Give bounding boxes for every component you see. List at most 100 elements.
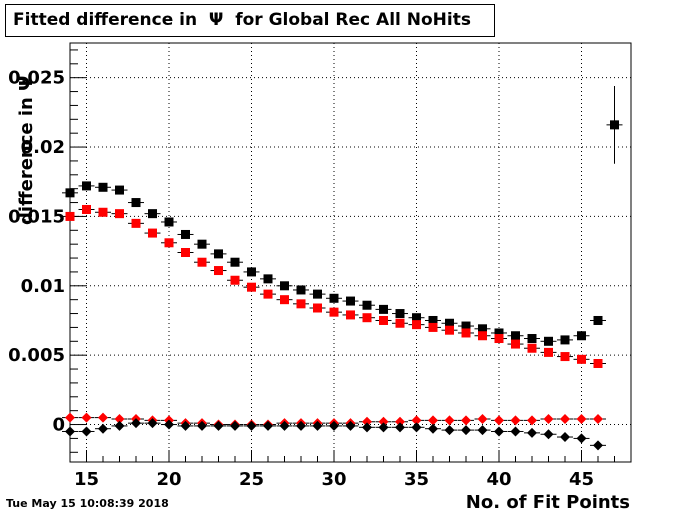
x-tick-label: 45 — [569, 469, 594, 490]
data-point-diamond — [510, 415, 521, 426]
data-point-square — [494, 328, 504, 338]
data-point-diamond — [65, 412, 75, 423]
data-point-square — [115, 185, 124, 195]
data-point-diamond — [395, 422, 405, 433]
data-point-diamond — [246, 420, 257, 431]
data-point-diamond — [164, 419, 174, 430]
data-point-square — [230, 257, 240, 267]
data-point-square — [263, 274, 273, 284]
y-tick-label: 0.015 — [8, 206, 65, 227]
plot-frame — [69, 42, 632, 463]
data-point-diamond — [65, 426, 75, 437]
data-point-square — [362, 313, 372, 323]
data-point-diamond — [543, 429, 554, 440]
x-tick-label: 30 — [321, 469, 346, 490]
data-point-diamond — [593, 413, 603, 424]
data-point-square — [181, 229, 190, 239]
data-point-diamond — [428, 415, 438, 426]
data-point-diamond — [395, 416, 405, 427]
data-point-diamond — [279, 420, 290, 431]
data-point-square — [445, 318, 454, 328]
data-point-diamond — [411, 422, 422, 433]
data-point-diamond — [461, 425, 471, 436]
data-point-diamond — [461, 415, 471, 426]
data-point-square — [197, 257, 207, 267]
data-point-square — [230, 275, 240, 285]
data-point-diamond — [147, 418, 158, 429]
data-point-square — [544, 347, 553, 357]
data-point-square — [511, 331, 520, 341]
data-point-square — [395, 309, 405, 319]
y-tick-label: 0 — [52, 415, 65, 436]
data-point-square — [214, 249, 223, 259]
data-point-square — [280, 295, 289, 305]
data-point-diamond — [263, 420, 273, 431]
data-point-square — [412, 313, 421, 323]
data-point-diamond — [543, 413, 554, 424]
y-axis-label: difference in Ψ — [16, 75, 37, 225]
data-point-square — [115, 209, 124, 219]
plot-area — [70, 43, 631, 462]
data-point-square — [247, 282, 256, 292]
data-point-square — [313, 303, 322, 313]
data-point-square — [214, 266, 223, 276]
data-point-square — [593, 358, 603, 368]
data-point-diamond — [81, 426, 92, 437]
data-point-diamond — [444, 425, 455, 436]
data-point-diamond — [494, 415, 504, 426]
data-point-square — [197, 239, 207, 249]
data-point-square — [461, 328, 471, 338]
data-point-square — [280, 281, 289, 291]
data-point-diamond — [114, 413, 125, 424]
x-tick-label: 15 — [74, 469, 99, 490]
data-point-square — [131, 218, 141, 228]
data-point-square — [445, 325, 454, 335]
x-tick-label: 35 — [404, 469, 429, 490]
data-point-diamond — [560, 432, 570, 443]
data-point-diamond — [378, 422, 389, 433]
data-point-square — [379, 315, 388, 325]
data-point-square — [164, 217, 174, 227]
data-point-diamond — [527, 427, 537, 438]
data-point-diamond — [428, 423, 438, 434]
data-point-square — [131, 198, 141, 208]
data-point-diamond — [378, 416, 389, 427]
y-tick-label: 0.01 — [21, 276, 65, 297]
data-point-square — [164, 238, 174, 248]
y-tick-label: 0.005 — [8, 345, 65, 366]
data-point-square — [296, 285, 306, 295]
data-point-square — [148, 228, 157, 238]
data-point-diamond — [296, 420, 306, 431]
data-point-diamond — [312, 420, 323, 431]
data-point-square — [65, 188, 75, 198]
data-point-square — [610, 120, 619, 130]
data-point-square — [461, 321, 471, 331]
data-point-diamond — [362, 416, 372, 427]
x-tick-label: 20 — [156, 469, 181, 490]
data-point-square — [247, 267, 256, 277]
data-point-diamond — [180, 420, 191, 431]
data-point-square — [395, 318, 405, 328]
x-axis-label: No. of Fit Points — [465, 492, 630, 513]
data-point-diamond — [98, 412, 108, 423]
data-point-diamond — [329, 420, 339, 431]
data-point-square — [181, 248, 190, 257]
data-point-square — [329, 293, 339, 303]
data-point-diamond — [576, 413, 587, 424]
data-point-square — [428, 322, 438, 332]
data-point-square — [577, 354, 586, 364]
data-point-square — [511, 339, 520, 349]
y-tick-label: 0.02 — [21, 137, 65, 158]
data-point-diamond — [230, 420, 240, 431]
data-point-square — [544, 336, 553, 346]
data-point-square — [412, 320, 421, 330]
data-point-diamond — [510, 426, 521, 437]
data-point-diamond — [477, 413, 488, 424]
data-point-square — [560, 352, 570, 362]
data-point-diamond — [114, 420, 125, 431]
data-point-square — [362, 300, 372, 310]
data-point-square — [379, 304, 388, 314]
data-point-diamond — [81, 412, 92, 423]
data-point-diamond — [197, 420, 207, 431]
data-point-diamond — [560, 413, 570, 424]
